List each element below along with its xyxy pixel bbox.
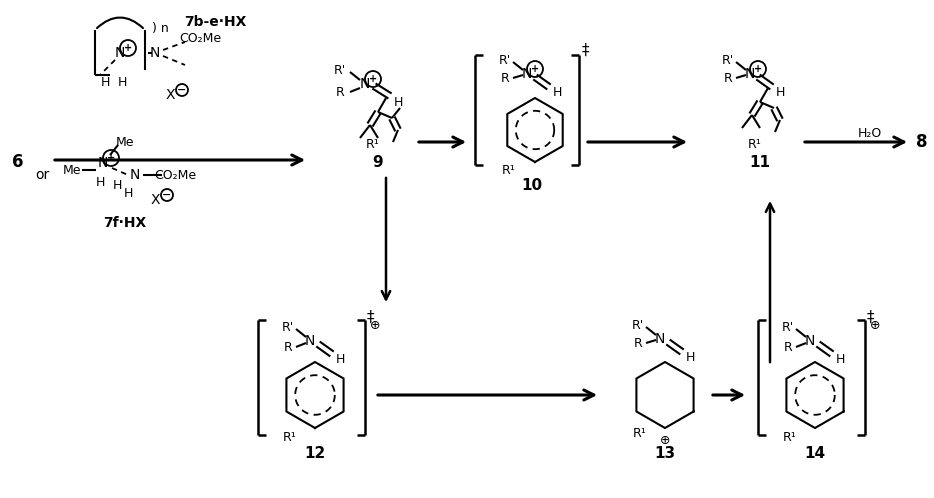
Text: ‡: ‡ xyxy=(581,42,588,57)
Text: H: H xyxy=(100,76,109,89)
Text: R: R xyxy=(501,72,509,85)
Text: N: N xyxy=(522,67,532,81)
Text: −: − xyxy=(163,190,172,200)
Text: ‡: ‡ xyxy=(366,309,374,325)
Text: N: N xyxy=(115,46,125,60)
Text: N: N xyxy=(130,168,140,182)
Text: 8: 8 xyxy=(916,133,927,151)
Text: R': R' xyxy=(722,53,734,67)
Text: R: R xyxy=(284,341,292,354)
Text: ‡: ‡ xyxy=(866,309,873,325)
Text: N: N xyxy=(655,332,665,346)
Text: 13: 13 xyxy=(655,446,675,461)
Text: R': R' xyxy=(782,321,794,334)
Text: ⊕: ⊕ xyxy=(659,433,671,447)
Text: 6: 6 xyxy=(12,153,23,171)
Text: N: N xyxy=(744,67,756,81)
Text: H: H xyxy=(95,175,105,189)
Text: 14: 14 xyxy=(804,446,826,461)
Text: −: − xyxy=(177,85,187,95)
Text: R': R' xyxy=(632,319,644,332)
Text: 10: 10 xyxy=(521,177,543,193)
Text: +: + xyxy=(531,64,539,74)
Text: 11: 11 xyxy=(749,154,771,169)
Text: H: H xyxy=(552,86,561,99)
Text: R: R xyxy=(633,337,643,350)
Text: R¹: R¹ xyxy=(366,137,380,150)
Text: R': R' xyxy=(282,321,294,334)
Text: N: N xyxy=(805,334,815,348)
Text: R¹: R¹ xyxy=(633,426,647,440)
Text: ) n: ) n xyxy=(151,21,168,34)
Text: X: X xyxy=(165,88,175,102)
Text: 12: 12 xyxy=(304,446,326,461)
Text: R¹: R¹ xyxy=(283,430,297,444)
Text: CO₂Me: CO₂Me xyxy=(179,31,221,44)
Text: Me: Me xyxy=(116,135,134,148)
Text: H₂O: H₂O xyxy=(857,126,882,139)
Text: N: N xyxy=(304,334,315,348)
Text: CO₂Me: CO₂Me xyxy=(154,168,196,181)
Text: R: R xyxy=(784,341,792,354)
Text: H: H xyxy=(123,186,133,200)
Text: X: X xyxy=(150,193,160,207)
Text: +: + xyxy=(754,64,762,74)
Text: or: or xyxy=(35,168,50,182)
Text: +: + xyxy=(369,74,377,84)
Text: H: H xyxy=(835,353,844,366)
Text: 7f·HX: 7f·HX xyxy=(104,216,147,230)
Text: +: + xyxy=(106,153,115,163)
Text: Me: Me xyxy=(63,163,81,176)
Text: H: H xyxy=(112,178,121,192)
Text: ⊕: ⊕ xyxy=(370,319,380,332)
Text: 9: 9 xyxy=(373,154,383,169)
Text: H: H xyxy=(393,96,403,109)
Text: H: H xyxy=(686,351,695,364)
Text: R¹: R¹ xyxy=(748,137,762,150)
Text: 7b-e·HX: 7b-e·HX xyxy=(184,15,247,29)
Text: R: R xyxy=(335,86,345,99)
Text: H: H xyxy=(118,76,127,89)
Text: N: N xyxy=(360,77,370,91)
Text: ⊕: ⊕ xyxy=(870,319,880,332)
Text: N: N xyxy=(149,46,161,60)
Text: +: + xyxy=(124,43,132,53)
Text: H: H xyxy=(775,86,785,99)
Text: R': R' xyxy=(499,53,511,67)
Text: R': R' xyxy=(333,64,347,77)
Text: R¹: R¹ xyxy=(783,430,797,444)
Text: R: R xyxy=(724,72,732,85)
Text: R¹: R¹ xyxy=(502,163,516,176)
Text: H: H xyxy=(335,353,345,366)
Text: N: N xyxy=(98,156,108,170)
